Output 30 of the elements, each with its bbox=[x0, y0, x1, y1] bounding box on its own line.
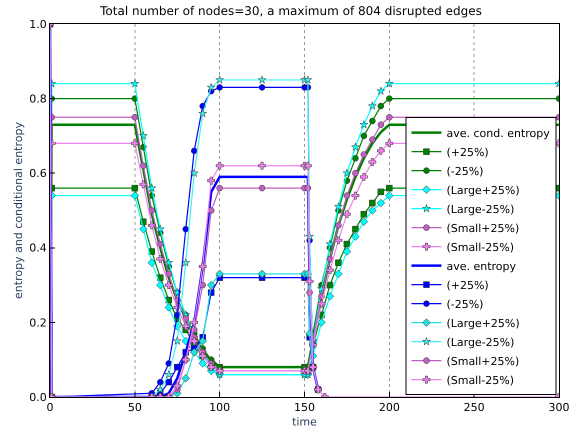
x-tick-label: 300 bbox=[548, 401, 570, 414]
x-tick-label: 150 bbox=[294, 401, 315, 414]
x-tick-label: 250 bbox=[464, 401, 485, 414]
y-tick-label: 0.0 bbox=[29, 390, 47, 404]
y-tick-label: 0.6 bbox=[29, 167, 47, 180]
chart-title: Total number of nodes=30, a maximum of 804 disrupted edges bbox=[99, 4, 482, 18]
legend-label: (Large-25%) bbox=[446, 336, 514, 349]
y-tick-label: 1.0 bbox=[29, 18, 47, 31]
legend-label: ave. cond. entropy bbox=[446, 126, 550, 140]
x-tick-label: 200 bbox=[378, 401, 400, 414]
y-tick-label: 0.4 bbox=[29, 242, 47, 255]
legend-label: (-25%) bbox=[446, 298, 484, 311]
legend-label: (Small-25%) bbox=[446, 240, 514, 254]
x-tick-label: 100 bbox=[209, 401, 230, 414]
legend-label: (-25%) bbox=[446, 164, 484, 178]
legend-label: (+25%) bbox=[446, 278, 489, 292]
legend-label: (+25%) bbox=[446, 146, 489, 159]
x-tick-label: 50 bbox=[128, 401, 142, 414]
legend-label: ave. entropy bbox=[446, 260, 517, 273]
y-axis-title: entropy and conditional entropy bbox=[12, 122, 25, 299]
y-tick-label: 0.8 bbox=[29, 92, 47, 106]
legend-label: (Large-25%) bbox=[446, 202, 514, 216]
y-tick-label: 0.2 bbox=[29, 316, 47, 330]
x-tick-label: 0 bbox=[46, 401, 54, 414]
legend-label: (Small-25%) bbox=[446, 374, 514, 387]
legend-label: (Large+25%) bbox=[446, 184, 520, 197]
legend-label: (Small+25%) bbox=[446, 354, 520, 368]
legend-label: (Small+25%) bbox=[446, 222, 520, 235]
x-axis-title: time bbox=[292, 415, 318, 428]
legend-label: (Large+25%) bbox=[446, 316, 520, 330]
